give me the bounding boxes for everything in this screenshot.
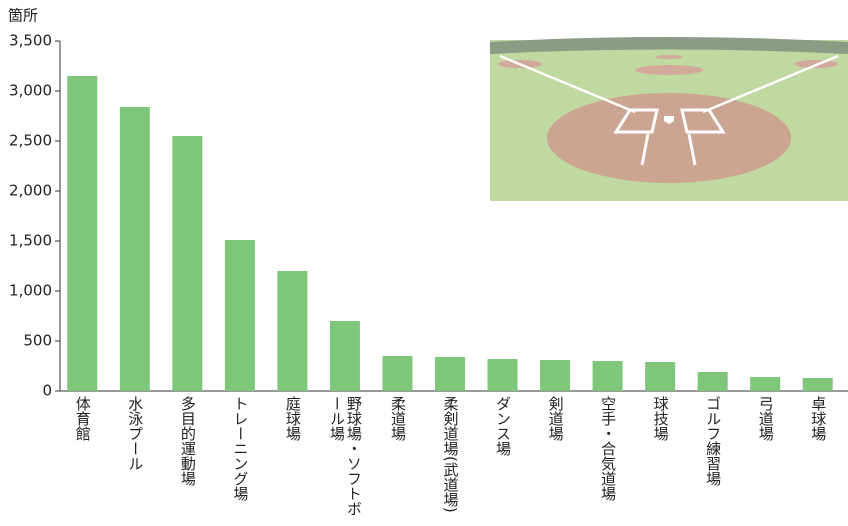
y-tick-label: 3,500 <box>9 32 52 50</box>
y-tick-label: 0 <box>42 382 52 400</box>
y-tick-label: 1,500 <box>9 232 52 250</box>
bar <box>592 361 623 391</box>
bar <box>540 360 571 391</box>
y-tick-label: 2,500 <box>9 132 52 150</box>
x-tick-label: 庭球場 <box>283 396 302 441</box>
x-tick-label: トレーニング場 <box>231 396 250 501</box>
bar <box>224 240 255 391</box>
y-tick-label: 3,000 <box>9 82 52 100</box>
bar <box>435 357 465 391</box>
x-tick-label: 剣道場 <box>546 396 565 441</box>
y-tick-label: 1,000 <box>9 282 52 300</box>
x-tick-label: 卓球場 <box>809 396 828 441</box>
x-tick-label: 体育館 <box>73 396 92 441</box>
bar <box>382 356 413 391</box>
x-tick-label: 柔道場 <box>388 396 407 441</box>
bar <box>329 321 360 391</box>
x-tick-label: 水泳プール <box>126 396 145 471</box>
bar <box>697 372 728 391</box>
x-tick-label: 弓道場 <box>756 396 775 441</box>
bar <box>487 359 518 391</box>
field-photo <box>490 37 848 201</box>
x-tick-label: ダンス場 <box>494 396 513 456</box>
x-tick-label: ゴルフ練習場 <box>704 396 723 486</box>
y-tick-label: 500 <box>23 332 52 350</box>
bar <box>277 271 308 391</box>
y-tick-label: 2,000 <box>9 182 52 200</box>
x-tick-label: 空手・合気道場 <box>599 396 618 501</box>
bar <box>119 107 150 391</box>
x-tick-label: 柔剣道場(武道場) <box>441 396 460 513</box>
bar <box>802 378 833 391</box>
y-unit: 箇所 <box>8 7 38 25</box>
x-tick-label: 球技場 <box>651 396 670 441</box>
bar <box>172 136 203 391</box>
bar <box>645 362 676 391</box>
x-tick-label: 野球場・ソフトボール場 <box>327 396 363 516</box>
bar <box>750 377 781 391</box>
x-tick-label: 多目的運動場 <box>178 396 197 486</box>
bar <box>67 76 98 391</box>
